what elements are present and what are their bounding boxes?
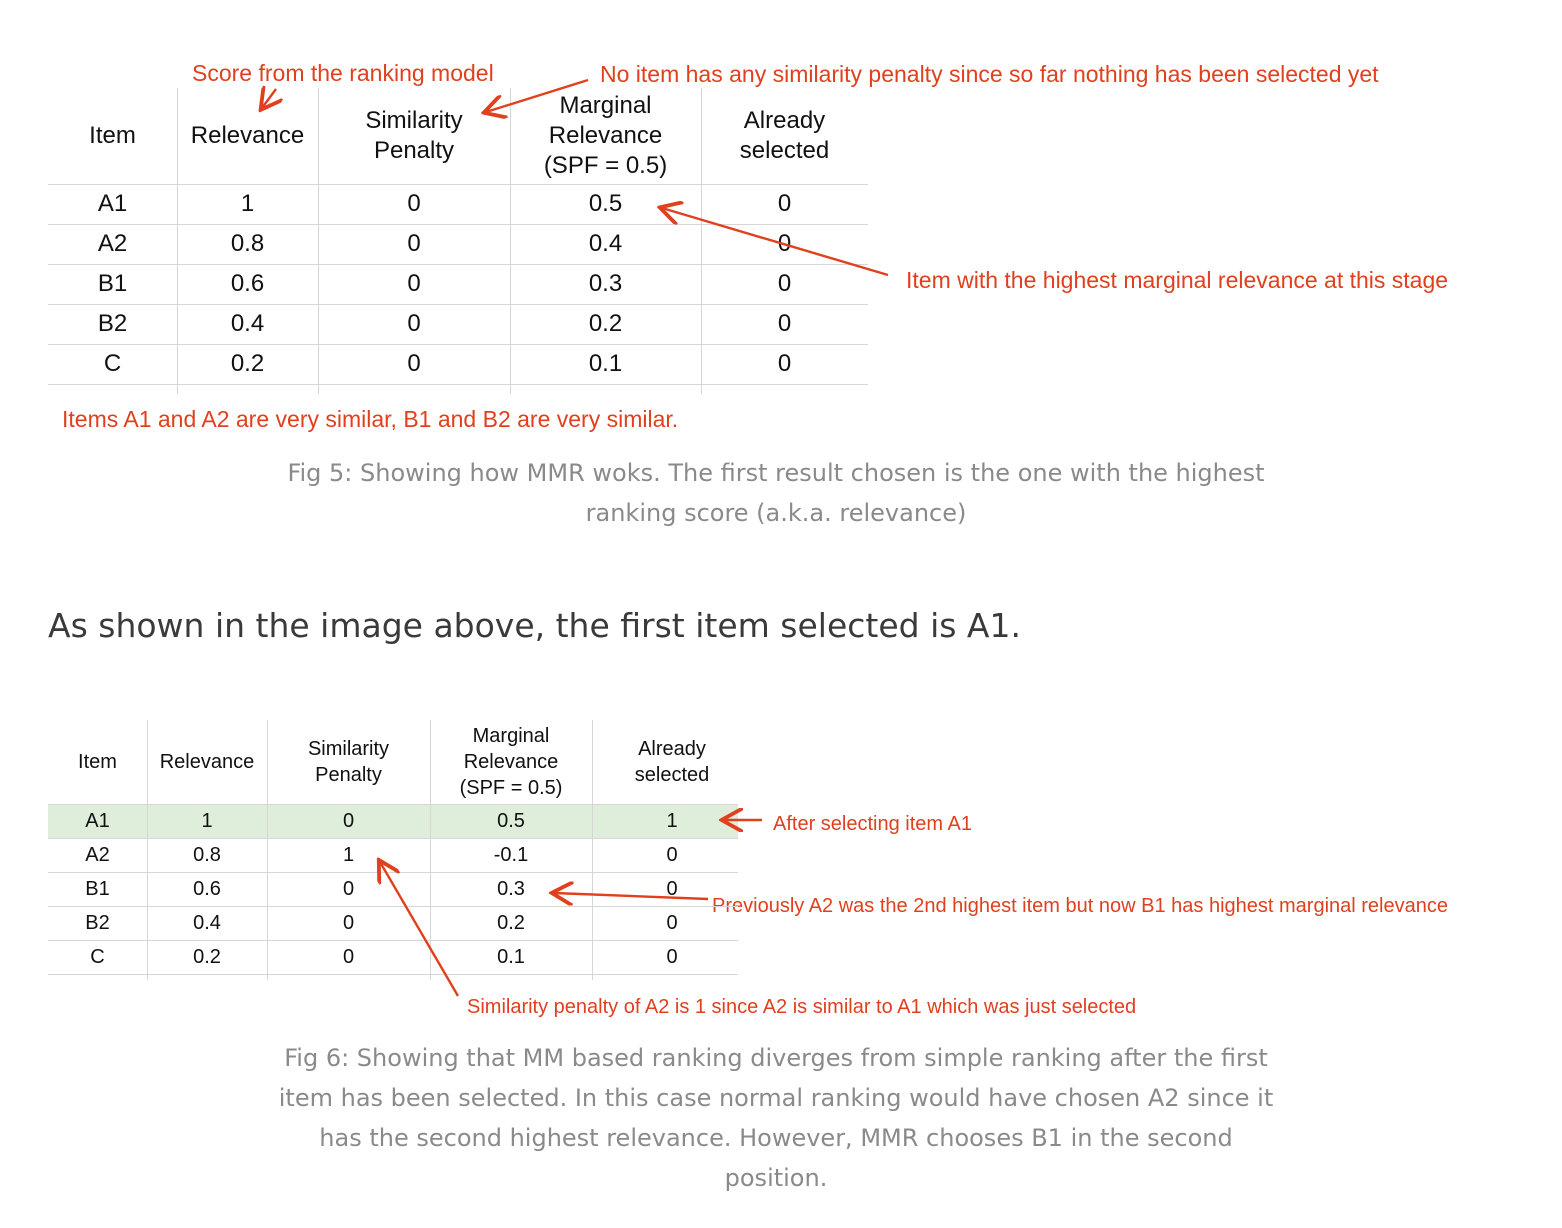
table-row-divider bbox=[48, 304, 868, 305]
cell-already-selected: 0 bbox=[666, 877, 678, 900]
cell-already-selected: 0 bbox=[777, 310, 792, 337]
selected-row-highlight bbox=[48, 804, 738, 838]
body-paragraph: As shown in the image above, the first i… bbox=[48, 606, 1021, 645]
cell-relevance: 1 bbox=[201, 809, 213, 832]
arrow-ranking-score bbox=[262, 89, 276, 108]
cell-similarity-penalty: 0 bbox=[407, 310, 421, 337]
cell-already-selected: 1 bbox=[666, 809, 678, 832]
cell-relevance: 0.4 bbox=[230, 310, 265, 337]
cell-marginal-relevance: 0.5 bbox=[497, 809, 525, 832]
cell-similarity-penalty: 0 bbox=[407, 230, 421, 257]
header-similarity-penalty: Similarity Penalty bbox=[307, 738, 390, 786]
table-column-divider bbox=[177, 88, 178, 394]
table-row-divider bbox=[48, 838, 738, 839]
annotation-similar-items: Items A1 and A2 are very similar, B1 and… bbox=[62, 406, 679, 432]
annotation-ranking-score: Score from the ranking model bbox=[192, 60, 494, 86]
arrow-highest-mr bbox=[662, 208, 889, 277]
cell-already-selected: 0 bbox=[777, 350, 792, 377]
cell-item: B2 bbox=[97, 310, 128, 337]
table-row-divider bbox=[48, 804, 738, 805]
cell-similarity-penalty: 0 bbox=[342, 877, 355, 900]
table-row-divider bbox=[48, 224, 868, 225]
header-relevance: Relevance bbox=[190, 122, 305, 149]
header-similarity-penalty: Similarity Penalty bbox=[365, 107, 463, 164]
table-row-divider bbox=[48, 940, 738, 941]
cell-relevance: 0.6 bbox=[230, 270, 265, 297]
cell-marginal-relevance: -0.1 bbox=[493, 843, 529, 866]
cell-similarity-penalty: 0 bbox=[342, 809, 355, 832]
cell-relevance: 0.8 bbox=[193, 843, 221, 866]
cell-marginal-relevance: 0.1 bbox=[497, 945, 525, 968]
cell-already-selected: 0 bbox=[777, 270, 792, 297]
cell-marginal-relevance: 0.3 bbox=[588, 270, 623, 297]
cell-marginal-relevance: 0.2 bbox=[497, 911, 525, 934]
fig5-caption: Fig 5: Showing how MMR woks. The first r… bbox=[287, 459, 1265, 527]
cell-item: B1 bbox=[97, 270, 128, 297]
cell-relevance: 0.4 bbox=[193, 911, 221, 934]
table-row-divider bbox=[48, 974, 738, 975]
cell-similarity-penalty: 0 bbox=[407, 270, 421, 297]
cell-item: A1 bbox=[97, 190, 128, 217]
header-already-selected: Already selected bbox=[634, 738, 710, 786]
cell-relevance: 0.2 bbox=[230, 350, 265, 377]
cell-item: A1 bbox=[85, 809, 110, 832]
table-column-divider bbox=[510, 88, 511, 394]
cell-item: B1 bbox=[85, 877, 110, 900]
cell-already-selected: 0 bbox=[666, 843, 678, 866]
header-marginal-relevance: Marginal Relevance (SPF = 0.5) bbox=[543, 92, 668, 179]
header-marginal-relevance: Marginal Relevance (SPF = 0.5) bbox=[459, 725, 563, 799]
cell-relevance: 0.8 bbox=[230, 230, 265, 257]
cell-marginal-relevance: 0.3 bbox=[497, 877, 525, 900]
cell-item: C bbox=[103, 350, 122, 377]
cell-already-selected: 0 bbox=[666, 911, 678, 934]
cell-item: A2 bbox=[97, 230, 128, 257]
annotation-previously: Previously A2 was the 2nd highest item b… bbox=[712, 895, 1448, 917]
arrow-penalty-a2 bbox=[380, 862, 460, 997]
annotation-highest-mr: Item with the highest marginal relevance… bbox=[906, 267, 1449, 293]
cell-similarity-penalty: 0 bbox=[407, 190, 421, 217]
cell-already-selected: 0 bbox=[777, 190, 792, 217]
table-column-divider bbox=[318, 88, 319, 394]
table-column-divider bbox=[430, 720, 431, 980]
cell-relevance: 0.2 bbox=[193, 945, 221, 968]
header-already-selected: Already selected bbox=[739, 107, 830, 164]
table-column-divider bbox=[147, 720, 148, 980]
cell-similarity-penalty: 0 bbox=[407, 350, 421, 377]
cell-similarity-penalty: 0 bbox=[342, 945, 355, 968]
cell-relevance: 0.6 bbox=[193, 877, 221, 900]
table-row-divider bbox=[48, 344, 868, 345]
cell-similarity-penalty: 0 bbox=[342, 911, 355, 934]
cell-already-selected: 0 bbox=[666, 945, 678, 968]
table-row-divider bbox=[48, 906, 738, 907]
header-relevance: Relevance bbox=[159, 751, 255, 773]
cell-marginal-relevance: 0.2 bbox=[588, 310, 623, 337]
header-item: Item bbox=[89, 122, 136, 149]
table-column-divider bbox=[701, 88, 702, 394]
cell-relevance: 1 bbox=[240, 190, 255, 217]
cell-marginal-relevance: 0.1 bbox=[588, 350, 623, 377]
header-item: Item bbox=[78, 751, 117, 773]
annotation-after-selecting: After selecting item A1 bbox=[773, 813, 972, 835]
annotation-no-penalty: No item has any similarity penalty since… bbox=[600, 61, 1379, 87]
cell-similarity-penalty: 1 bbox=[342, 843, 355, 866]
table-column-divider bbox=[592, 720, 593, 980]
annotation-penalty-a2: Similarity penalty of A2 is 1 since A2 i… bbox=[467, 996, 1137, 1018]
cell-item: B2 bbox=[85, 911, 110, 934]
cell-marginal-relevance: 0.5 bbox=[588, 190, 623, 217]
fig6-caption: Fig 6: Showing that MM based ranking div… bbox=[278, 1044, 1274, 1192]
table-column-divider bbox=[267, 720, 268, 980]
table-row-divider bbox=[48, 384, 868, 385]
cell-marginal-relevance: 0.4 bbox=[588, 230, 623, 257]
table-row-divider bbox=[48, 184, 868, 185]
cell-item: C bbox=[90, 945, 105, 968]
table-row-divider bbox=[48, 264, 868, 265]
arrow-previously bbox=[554, 893, 709, 899]
cell-item: A2 bbox=[85, 843, 110, 866]
arrow-no-penalty bbox=[486, 78, 589, 112]
